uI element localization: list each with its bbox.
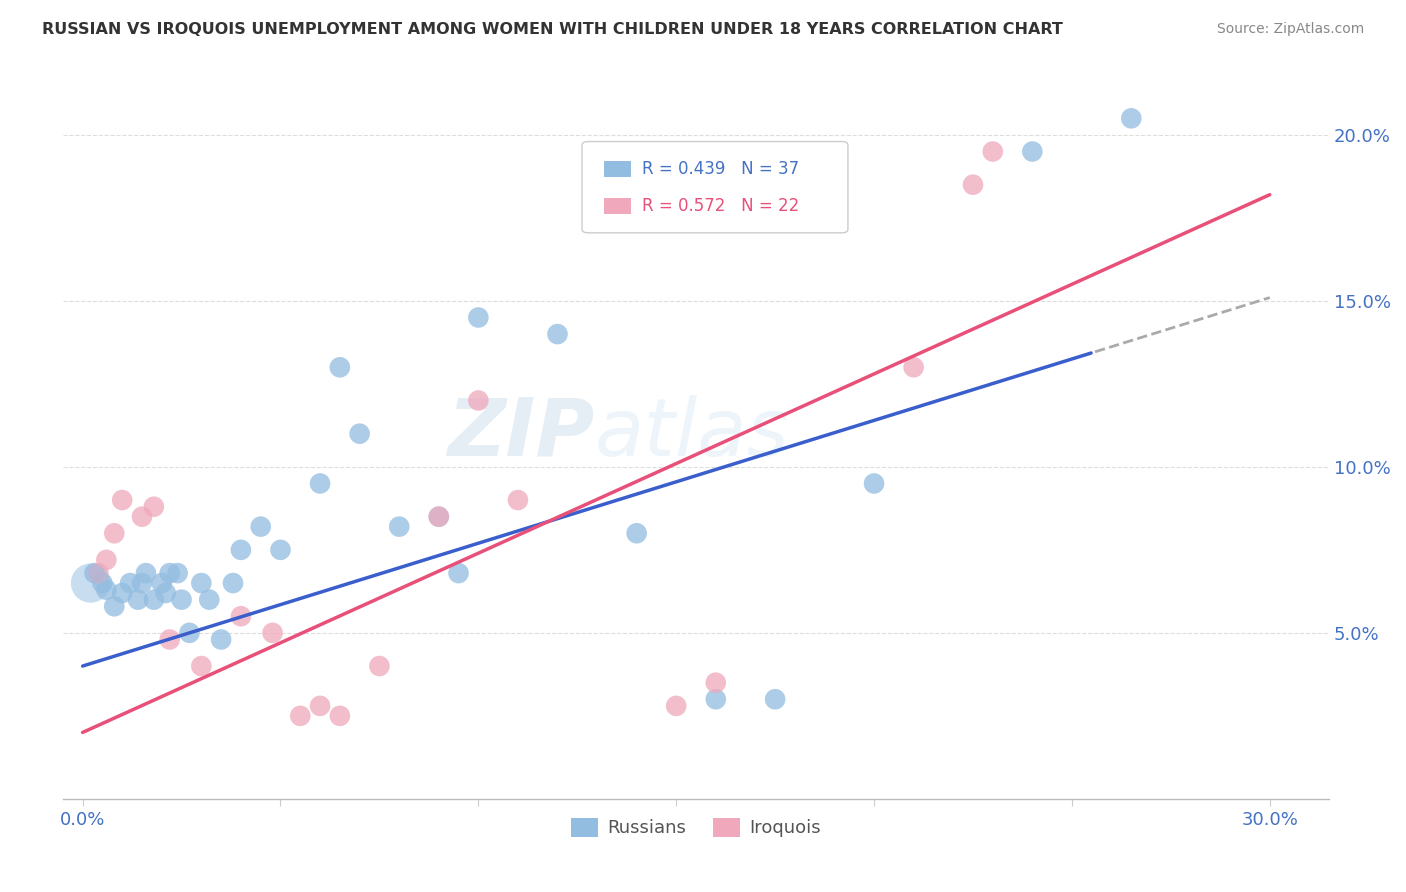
Point <box>249 519 271 533</box>
Point <box>467 310 489 325</box>
Point <box>91 576 114 591</box>
Point <box>170 592 193 607</box>
Point <box>329 709 352 723</box>
Point <box>506 493 529 508</box>
Text: RUSSIAN VS IROQUOIS UNEMPLOYMENT AMONG WOMEN WITH CHILDREN UNDER 18 YEARS CORREL: RUSSIAN VS IROQUOIS UNEMPLOYMENT AMONG W… <box>42 22 1063 37</box>
Point <box>83 566 105 580</box>
Point <box>229 542 252 557</box>
Point <box>131 576 153 591</box>
Point <box>763 692 786 706</box>
Point <box>190 576 212 591</box>
Text: atlas: atlas <box>595 394 789 473</box>
Point <box>190 659 212 673</box>
Point <box>704 675 727 690</box>
FancyBboxPatch shape <box>603 161 631 177</box>
Point <box>290 709 312 723</box>
Point <box>120 576 142 591</box>
Point <box>179 625 201 640</box>
Point <box>467 393 489 408</box>
Text: R = 0.439   N = 37: R = 0.439 N = 37 <box>641 160 799 178</box>
Point <box>981 145 1004 159</box>
Point <box>427 509 450 524</box>
Point <box>626 526 648 541</box>
Point <box>229 609 252 624</box>
Point <box>142 500 165 514</box>
Point <box>87 566 110 580</box>
Point <box>127 592 149 607</box>
Point <box>198 592 221 607</box>
Point <box>427 509 450 524</box>
Point <box>103 599 125 614</box>
Point <box>111 493 134 508</box>
Point <box>111 586 134 600</box>
Point <box>269 542 291 557</box>
Text: R = 0.572   N = 22: R = 0.572 N = 22 <box>641 197 799 215</box>
Point <box>135 566 157 580</box>
Point <box>142 592 165 607</box>
Point <box>388 519 411 533</box>
Text: Source: ZipAtlas.com: Source: ZipAtlas.com <box>1216 22 1364 37</box>
Point <box>309 476 332 491</box>
Point <box>447 566 470 580</box>
Point <box>159 632 181 647</box>
Point <box>547 327 569 342</box>
Point <box>150 576 173 591</box>
Point <box>368 659 391 673</box>
Point <box>131 509 153 524</box>
Text: ZIP: ZIP <box>447 394 595 473</box>
Legend: Russians, Iroquois: Russians, Iroquois <box>564 811 828 845</box>
FancyBboxPatch shape <box>603 198 631 214</box>
Point <box>155 586 177 600</box>
Point <box>309 698 332 713</box>
Point <box>1121 112 1143 126</box>
FancyBboxPatch shape <box>582 142 848 233</box>
Point <box>329 360 352 375</box>
Point <box>262 625 284 640</box>
Point <box>903 360 925 375</box>
Point <box>209 632 232 647</box>
Point <box>96 553 118 567</box>
Point <box>103 526 125 541</box>
Point <box>222 576 245 591</box>
Point <box>704 692 727 706</box>
Point <box>166 566 188 580</box>
Point <box>96 582 118 597</box>
Point <box>159 566 181 580</box>
Point <box>962 178 984 192</box>
Point <box>665 698 688 713</box>
Point <box>79 576 101 591</box>
Point <box>1021 145 1043 159</box>
Point <box>863 476 886 491</box>
Point <box>349 426 371 441</box>
